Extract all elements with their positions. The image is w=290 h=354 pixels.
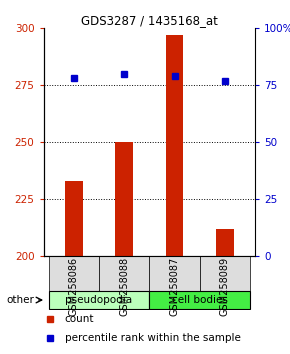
Bar (48, 291, 149, 309)
Text: GSM258088: GSM258088 (119, 257, 129, 316)
Bar (99, 256, 149, 291)
Bar (115, 142, 133, 256)
Bar (149, 256, 200, 291)
Text: GSM258087: GSM258087 (170, 257, 180, 316)
Bar (200, 256, 250, 291)
Text: other: other (7, 295, 35, 305)
Bar (65, 181, 83, 256)
Text: count: count (65, 314, 94, 324)
Bar (48, 256, 99, 291)
Bar (149, 291, 250, 309)
Text: percentile rank within the sample: percentile rank within the sample (65, 333, 240, 343)
Text: cell bodies: cell bodies (172, 295, 228, 305)
Bar (166, 35, 183, 256)
Text: GSM258089: GSM258089 (220, 257, 230, 316)
Title: GDS3287 / 1435168_at: GDS3287 / 1435168_at (81, 14, 218, 27)
Bar (216, 229, 234, 256)
Text: GSM258086: GSM258086 (69, 257, 79, 316)
Text: pseudopodia: pseudopodia (65, 295, 133, 305)
